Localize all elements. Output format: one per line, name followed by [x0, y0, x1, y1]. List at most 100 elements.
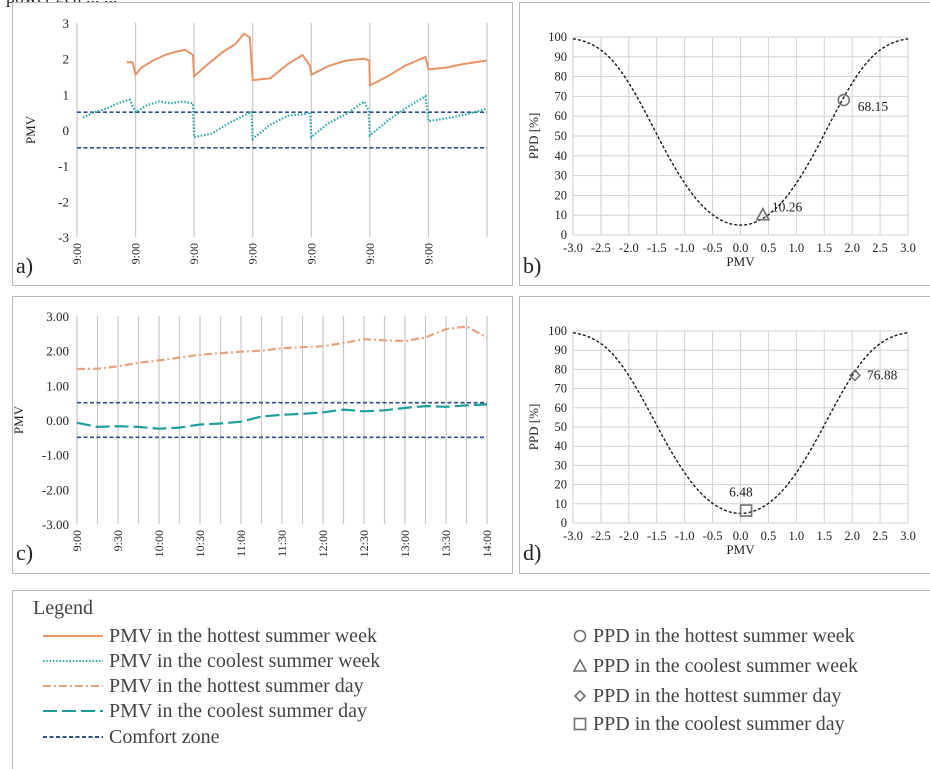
legend-item: PMV in the hottest summer day — [41, 673, 364, 699]
x-tick-label: -2.0 — [619, 529, 639, 543]
legend-label: PMV in the hottest summer day — [109, 674, 364, 697]
x-tick-label: 11:00 — [234, 530, 248, 557]
x-tick-label: 14:00 — [480, 530, 494, 557]
chart-panel-b: -3.0 -2.5 -2.0 -1.5 -1.0 -0.5 0.0 0.5 1.0 1.5 2.0 2… — [519, 2, 930, 286]
y-tick-label: 3 — [63, 16, 70, 31]
y-tick-label: -1.00 — [42, 448, 69, 463]
legend-swatch — [572, 658, 588, 672]
ppd-marker-square — [739, 504, 753, 517]
series-line — [76, 325, 488, 371]
y-tick-label: 10 — [555, 208, 568, 222]
y-tick-label: 0 — [63, 123, 70, 138]
legend-item: PMV in the coolest summer week — [41, 648, 380, 674]
y-tick-label: -3 — [58, 230, 69, 245]
y-tick-label: 90 — [555, 50, 568, 64]
legend-label: PPD in the coolest summer week — [593, 654, 858, 677]
x-tick-label: 9:00 — [363, 243, 377, 264]
data-label: 10.26 — [772, 200, 803, 215]
x-tick-label: -0.5 — [703, 241, 723, 255]
y-tick-label: 2.00 — [46, 344, 69, 359]
legend-label: PMV in the coolest summer day — [109, 699, 367, 722]
x-tick-label: -3.0 — [563, 529, 583, 543]
x-tick-label: 9:00 — [421, 243, 435, 264]
data-label: 68.15 — [858, 99, 889, 114]
legend-swatch — [573, 629, 587, 643]
y-axis-label: PPD [%] — [526, 404, 541, 451]
chart-c-svg: 3.00 2.00 1.00 0.00 -1.00 -2.00 -3.009:00 9:30 1… — [11, 309, 494, 557]
legend-box: Legend PMV in the hottest summer week PMV… — [12, 590, 930, 769]
y-tick-label: 70 — [555, 382, 568, 396]
x-tick-label: 12:00 — [316, 530, 330, 557]
legend-swatch — [573, 717, 587, 731]
series-line — [126, 32, 488, 88]
y-tick-label: 60 — [555, 401, 568, 415]
ppd-marker-triangle — [755, 207, 771, 221]
x-tick-label: -1.0 — [675, 529, 695, 543]
panel-label-d: d) — [523, 540, 542, 565]
x-tick-label: 2.5 — [872, 529, 888, 543]
x-axis-label: PMV — [726, 254, 755, 269]
x-tick-label: 0.5 — [761, 241, 777, 255]
legend-swatch — [573, 689, 587, 703]
legend-item: PMV in the coolest summer day — [41, 698, 367, 724]
legend-label: PPD in the hottest summer week — [593, 624, 855, 647]
x-tick-label: 1.0 — [789, 529, 805, 543]
y-tick-label: 70 — [555, 89, 568, 103]
panel-label-b: b) — [523, 253, 542, 278]
x-tick-label: 3.0 — [900, 241, 916, 255]
legend-item: Comfort zone — [41, 724, 220, 750]
y-tick-label: 50 — [555, 129, 568, 143]
y-axis-label: PMV — [23, 115, 38, 144]
y-tick-label: 90 — [555, 343, 568, 357]
panel-label-c: c) — [16, 540, 34, 565]
legend-label: PPD in the hottest summer day — [593, 684, 842, 707]
x-tick-label: 10:30 — [193, 530, 207, 557]
x-tick-label: -3.0 — [563, 241, 583, 255]
x-tick-label: 11:30 — [275, 530, 289, 557]
y-axis-label: PPD [%] — [526, 113, 541, 160]
x-tick-label: 13:00 — [398, 530, 412, 557]
x-tick-label: 9:00 — [246, 243, 260, 264]
y-axis-label: PMV — [11, 405, 26, 434]
legend-swatch — [43, 736, 103, 738]
legend-item: PMV in the hottest summer week — [41, 623, 377, 649]
y-tick-label: 0 — [561, 516, 567, 530]
data-label: 6.48 — [729, 485, 753, 500]
x-tick-label: 1.0 — [789, 241, 805, 255]
x-tick-label: -0.5 — [703, 529, 723, 543]
chart-b-svg: -3.0 -2.5 -2.0 -1.5 -1.0 -0.5 0.0 0.5 1.0 1.5 2.0 2… — [526, 30, 916, 269]
y-tick-label: 50 — [555, 420, 568, 434]
x-tick-label: 2.0 — [844, 241, 860, 255]
y-tick-label: 100 — [548, 30, 567, 44]
x-tick-label: 9:00 — [129, 243, 143, 264]
x-tick-label: 13:30 — [439, 530, 453, 557]
x-tick-label: -2.0 — [619, 241, 639, 255]
legend-swatch — [43, 635, 103, 637]
y-tick-label: 20 — [555, 188, 568, 202]
x-axis-label: PMV — [726, 542, 755, 557]
y-tick-label: 1.00 — [46, 378, 69, 393]
legend-swatch — [43, 660, 103, 662]
legend-swatch — [43, 710, 103, 712]
y-tick-label: 10 — [555, 497, 568, 511]
x-tick-label: 0.0 — [733, 241, 749, 255]
y-tick-label: 30 — [555, 458, 568, 472]
x-tick-label: 9:00 — [187, 243, 201, 264]
y-tick-label: 40 — [555, 439, 568, 453]
legend-label: Comfort zone — [109, 725, 220, 748]
y-tick-label: 2 — [63, 52, 70, 67]
x-tick-label: 2.0 — [844, 529, 860, 543]
y-tick-label: 40 — [555, 149, 568, 163]
legend-item: PPD in the coolest summer day — [571, 711, 845, 737]
x-tick-label: 12:30 — [357, 530, 371, 557]
y-tick-label: 30 — [555, 169, 568, 183]
legend-marker-triangle — [572, 658, 588, 672]
y-tick-label: 1 — [63, 87, 70, 102]
chart-panel-d: -3.0 -2.5 -2.0 -1.5 -1.0 -0.5 0.0 0.5 1.0 1.5 2.0 2… — [519, 296, 930, 574]
x-tick-label: 3.0 — [900, 529, 916, 543]
chart-panel-c: 3.00 2.00 1.00 0.00 -1.00 -2.00 -3.00 9:00 9:30 1… — [11, 296, 513, 574]
x-tick-label: -1.5 — [647, 241, 667, 255]
y-tick-label: 0.00 — [46, 413, 69, 428]
x-tick-label: 0.0 — [733, 529, 749, 543]
y-tick-label: 60 — [555, 109, 568, 123]
